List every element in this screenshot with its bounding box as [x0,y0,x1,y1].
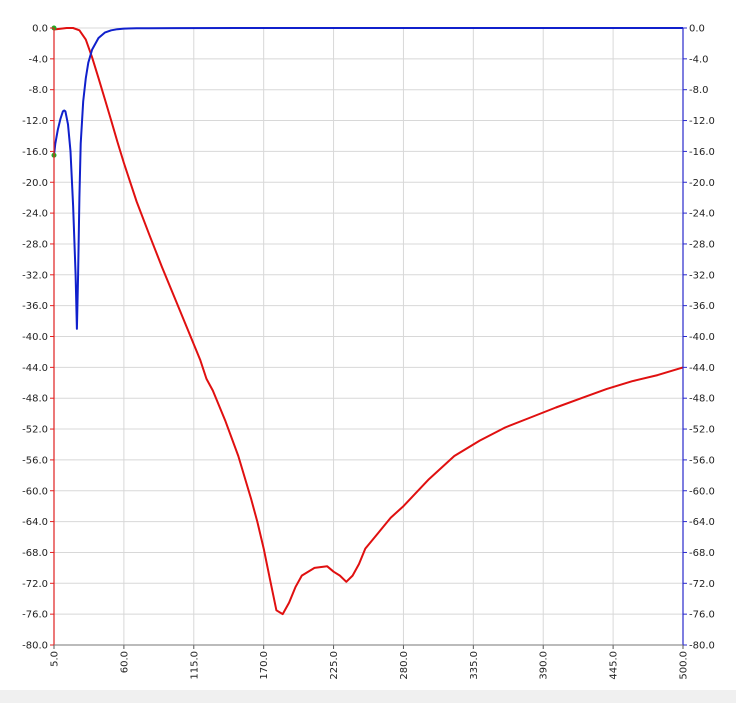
y-tick-label-right: -52.0 [689,425,715,436]
x-tick-label: 115.0 [189,651,200,680]
y-tick-label-left: -8.0 [28,85,48,96]
y-tick-label-left: -64.0 [22,517,48,528]
y-tick-label-right: -44.0 [689,363,715,374]
y-tick-label-left: -32.0 [22,270,48,281]
y-tick-label-right: -20.0 [689,178,715,189]
y-tick-label-right: 0.0 [689,24,705,35]
y-tick-label-right: -60.0 [689,486,715,497]
y-tick-label-left: -72.0 [22,579,48,590]
y-tick-label-right: -64.0 [689,517,715,528]
y-tick-label-left: -60.0 [22,486,48,497]
y-tick-label-left: -52.0 [22,425,48,436]
y-tick-label-right: -76.0 [689,610,715,621]
y-tick-label-right: -4.0 [689,54,709,65]
y-tick-label-right: -36.0 [689,301,715,312]
y-tick-label-right: -68.0 [689,548,715,559]
y-tick-label-left: -40.0 [22,332,48,343]
series-line-blue [53,27,683,330]
y-tick-label-left: -16.0 [22,147,48,158]
series-layer [51,25,684,616]
y-tick-label-left: -68.0 [22,548,48,559]
x-tick-label: 170.0 [259,651,270,680]
y-tick-label-left: -4.0 [28,54,48,65]
y-tick-label-left: 0.0 [32,24,48,35]
y-tick-label-left: -36.0 [22,301,48,312]
y-tick-label-right: -12.0 [689,116,715,127]
status-strip [0,690,736,703]
y-tick-label-left: -28.0 [22,239,48,250]
y-tick-label-right: -8.0 [689,85,709,96]
x-tick-label: 60.0 [119,651,130,673]
y-tick-label-right: -72.0 [689,579,715,590]
axis-layer [50,27,687,649]
x-tick-label: 390.0 [539,651,550,680]
y-tick-label-left: -48.0 [22,394,48,405]
y-tick-label-left: -24.0 [22,209,48,220]
y-tick-label-left: -80.0 [22,641,48,652]
y-tick-label-right: -40.0 [689,332,715,343]
y-tick-label-right: -48.0 [689,394,715,405]
series-line-red [53,27,684,616]
y-tick-label-right: -56.0 [689,455,715,466]
y-tick-label-left: -12.0 [22,116,48,127]
y-tick-label-right: -28.0 [689,239,715,250]
y-tick-label-right: -80.0 [689,641,715,652]
y-tick-label-left: -56.0 [22,455,48,466]
label-layer: 0.0 -4.0 -8.0 -12.0 -16.0 -20.0 -24.0 -28.0 -32.… [22,24,715,680]
x-tick-label: 280.0 [399,651,410,680]
y-tick-label-right: -16.0 [689,147,715,158]
y-tick-label-left: -44.0 [22,363,48,374]
x-tick-label: 500.0 [679,651,690,680]
x-tick-label: 225.0 [329,651,340,680]
grid-layer [53,27,684,646]
y-tick-label-left: -20.0 [22,178,48,189]
x-tick-label: 335.0 [469,651,480,680]
y-tick-label-right: -24.0 [689,209,715,220]
x-tick-label: 5.0 [50,651,61,667]
y-tick-label-right: -32.0 [689,270,715,281]
y-tick-label-left: -76.0 [22,610,48,621]
x-tick-label: 445.0 [609,651,620,680]
